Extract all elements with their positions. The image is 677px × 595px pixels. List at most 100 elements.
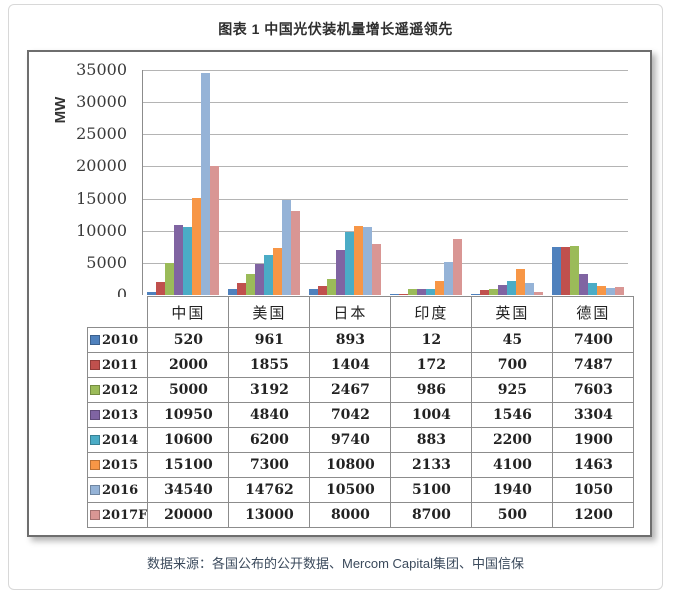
value-cell: 20000 [147, 502, 230, 528]
value-cell: 1940 [471, 477, 554, 503]
value-cell: 5100 [390, 477, 473, 503]
bar [416, 289, 426, 295]
value-cell: 5000 [147, 377, 230, 403]
legend-year: 2016 [102, 482, 139, 498]
table-row: 2011 2000 1855 1404 172 700 7487 [86, 352, 635, 378]
page-title: 图表 1 中国光伏装机量增长遥遥领先 [218, 21, 453, 37]
bar [345, 232, 355, 295]
value-cell: 12 [390, 327, 473, 353]
legend-cell: 2013 [86, 402, 149, 428]
bar [372, 244, 382, 295]
value-cell: 2000 [147, 352, 230, 378]
bar [533, 292, 543, 295]
value-cell: 8000 [309, 502, 392, 528]
category-header: 英国 [471, 296, 554, 328]
bar-group-2 [224, 70, 305, 295]
article-card: 图表 1 中国光伏装机量增长遥遥领先 MW 0 5000 10000 15000 200… [8, 4, 663, 590]
value-cell: 7042 [309, 402, 392, 428]
legend-cell: 2011 [86, 352, 149, 378]
gridline [143, 134, 628, 135]
bar [614, 287, 624, 295]
value-cell: 2467 [309, 377, 392, 403]
value-cell: 4100 [471, 452, 554, 478]
bar [434, 281, 444, 295]
value-cell: 14762 [228, 477, 311, 503]
bar [246, 274, 256, 295]
table-row: 2014 10600 6200 9740 883 2200 1900 [86, 427, 635, 453]
bar [174, 225, 184, 295]
value-cell: 8700 [390, 502, 473, 528]
y-tick-label: 30000 [76, 92, 127, 111]
bar [309, 289, 319, 295]
value-cell: 10800 [309, 452, 392, 478]
value-cell: 986 [390, 377, 473, 403]
gridline [143, 166, 628, 167]
value-cell: 3304 [552, 402, 635, 428]
bar [156, 282, 166, 295]
table-row: 2017F 20000 13000 8000 8700 500 1200 [86, 502, 635, 528]
category-header-row: 中国 美国 日本 印度 英国 德国 [87, 296, 635, 328]
gridline [143, 231, 628, 232]
table-row: 2010 520 961 893 12 45 7400 [86, 327, 635, 353]
bar [524, 283, 534, 295]
y-tick-label: 0 [116, 285, 127, 304]
bar [336, 250, 346, 295]
table-row: 2013 10950 4840 7042 1004 1546 3304 [86, 402, 635, 428]
bar [327, 279, 337, 295]
bar [452, 239, 462, 295]
category-header: 印度 [390, 296, 473, 328]
legend-year: 2017F [102, 507, 148, 523]
bar [407, 289, 417, 295]
gridline [143, 102, 628, 103]
value-cell: 1404 [309, 352, 392, 378]
bar [282, 200, 292, 295]
bar [479, 290, 489, 295]
data-table: 中国 美国 日本 印度 英国 德国 2010 520 961 893 12 45 7400 2011 200… [86, 296, 635, 528]
bar [515, 269, 525, 295]
value-cell: 7487 [552, 352, 635, 378]
table-corner [87, 296, 148, 328]
legend-swatch [90, 484, 100, 495]
value-cell: 13000 [228, 502, 311, 528]
gridline [143, 263, 628, 264]
gridline [143, 199, 628, 200]
bar [587, 283, 597, 295]
bar [228, 289, 238, 295]
category-header: 中国 [147, 296, 230, 328]
legend-year: 2011 [102, 357, 139, 373]
value-cell: 34540 [147, 477, 230, 503]
bar [183, 227, 193, 295]
bar [291, 211, 301, 295]
bar-group-1 [143, 70, 224, 295]
legend-year: 2010 [102, 332, 139, 348]
value-cell: 961 [228, 327, 311, 353]
value-cell: 10500 [309, 477, 392, 503]
bar [354, 226, 364, 295]
bar [165, 263, 175, 295]
value-cell: 1200 [552, 502, 635, 528]
table-row: 2015 15100 7300 10800 2133 4100 1463 [86, 452, 635, 478]
value-cell: 10600 [147, 427, 230, 453]
category-header: 美国 [228, 296, 311, 328]
value-cell: 925 [471, 377, 554, 403]
legend-swatch [90, 384, 100, 395]
legend-swatch [90, 334, 100, 345]
value-cell: 1900 [552, 427, 635, 453]
table-row: 2016 34540 14762 10500 5100 1940 1050 [86, 477, 635, 503]
bar [147, 292, 157, 295]
value-cell: 172 [390, 352, 473, 378]
bar [578, 274, 588, 295]
legend-swatch [90, 509, 100, 520]
bar [551, 247, 561, 295]
value-cell: 15100 [147, 452, 230, 478]
value-cell: 893 [309, 327, 392, 353]
category-header: 德国 [552, 296, 635, 328]
bar [560, 247, 570, 295]
legend-cell: 2017F [86, 502, 149, 528]
value-cell: 4840 [228, 402, 311, 428]
bar-group-4 [385, 70, 466, 295]
bar [201, 73, 211, 295]
y-axis-labels: 0 5000 10000 15000 20000 25000 30000 35000 [49, 61, 127, 304]
gridline [143, 70, 628, 71]
bar [443, 262, 453, 295]
